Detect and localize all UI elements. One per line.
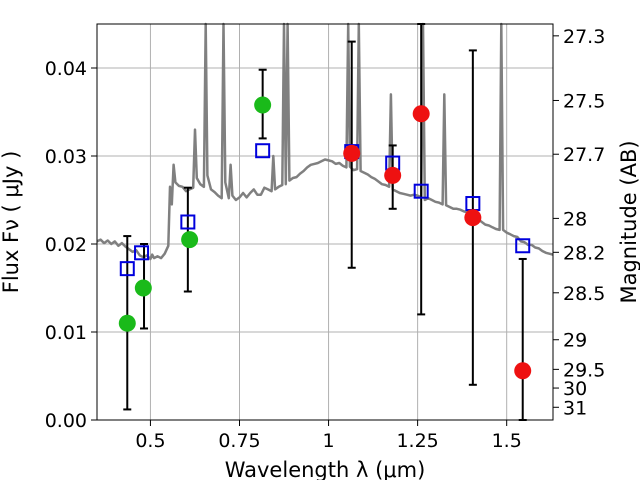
right-tick-label: 28 xyxy=(563,208,587,230)
right-tick-label: 28.2 xyxy=(563,242,605,264)
right-axis-title: Magnitude (AB) xyxy=(617,140,640,303)
y-tick-label: 0.04 xyxy=(45,58,87,80)
model-spectrum xyxy=(96,22,554,261)
right-tick-label: 27.5 xyxy=(563,90,605,112)
red-point xyxy=(412,105,430,123)
right-tick-label: 29.5 xyxy=(563,359,605,381)
x-axis-ticks: 0.5 0.75 1 1.25 1.5 xyxy=(135,420,522,452)
y-tick-label: 0.01 xyxy=(45,322,87,344)
x-tick-label: 1.5 xyxy=(492,430,522,452)
red-point xyxy=(514,362,532,380)
model-spectrum-line xyxy=(96,22,554,261)
red-markers xyxy=(343,105,532,380)
x-tick-label: 0.75 xyxy=(218,430,260,452)
box-markers xyxy=(119,143,531,277)
x-tick-label: 0.5 xyxy=(135,430,165,452)
right-tick-label: 30 xyxy=(563,378,587,400)
y-axis-title: Flux Fν ( μJy ) xyxy=(0,151,23,294)
box-marker xyxy=(255,143,271,159)
plot-area-frame xyxy=(96,23,554,421)
right-tick-label: 27.3 xyxy=(563,26,605,48)
red-point xyxy=(384,166,402,184)
green-point xyxy=(118,314,136,332)
box-marker xyxy=(134,245,150,261)
x-tick-label: 1.25 xyxy=(396,430,438,452)
y-tick-label: 0.02 xyxy=(45,234,87,256)
red-point xyxy=(343,144,361,162)
box-marker xyxy=(515,238,531,254)
right-tick-label: 31 xyxy=(563,397,587,419)
right-tick-label: 27.7 xyxy=(563,144,605,166)
red-point xyxy=(464,209,482,227)
box-marker xyxy=(413,183,429,199)
right-tick-label: 29 xyxy=(563,330,587,352)
green-markers xyxy=(118,96,272,332)
green-point xyxy=(254,96,272,114)
green-point xyxy=(134,279,152,297)
y-tick-label: 0.03 xyxy=(45,146,87,168)
y-tick-label: 0.00 xyxy=(45,410,87,432)
y-axis-ticks: 0.00 0.01 0.02 0.03 0.04 xyxy=(45,58,97,432)
x-tick-label: 1 xyxy=(323,430,335,452)
x-axis-title: Wavelength λ (μm) xyxy=(225,458,426,480)
box-marker xyxy=(119,261,135,277)
green-point xyxy=(181,231,199,249)
right-tick-label: 28.5 xyxy=(563,283,605,305)
grid-lines xyxy=(97,24,553,421)
box-marker xyxy=(180,214,196,230)
